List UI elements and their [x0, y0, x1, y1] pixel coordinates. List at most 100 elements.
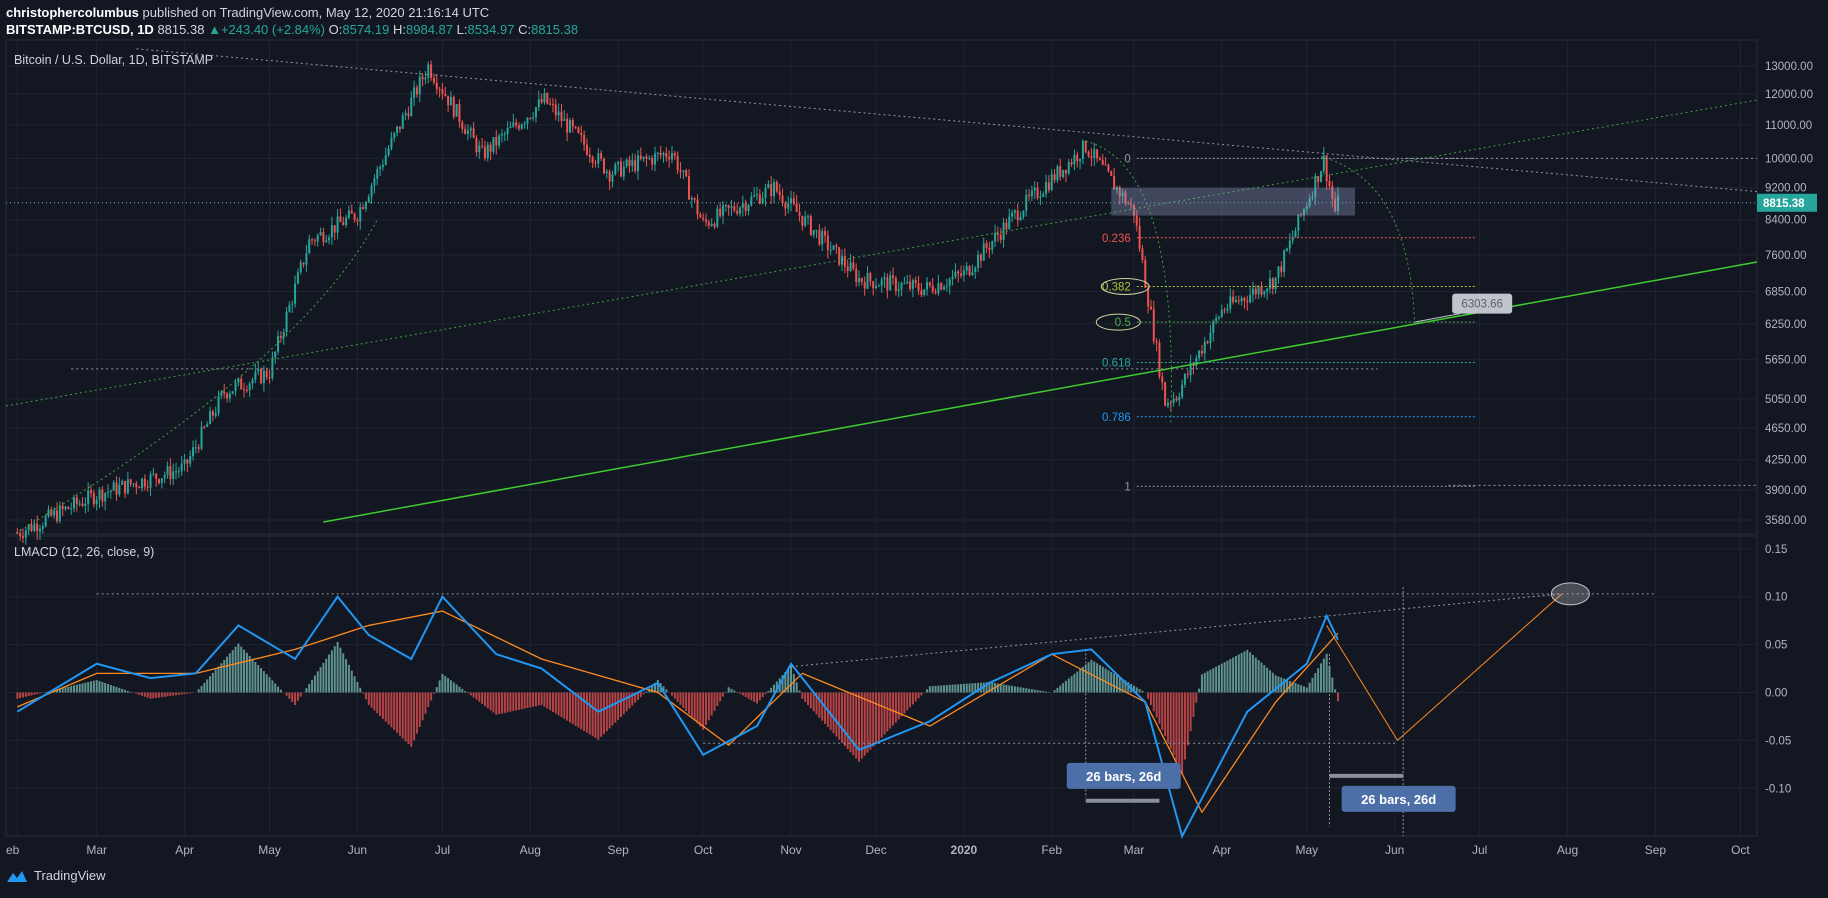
- candle-body: [282, 332, 285, 338]
- candle-body: [1121, 192, 1124, 197]
- y-tick-label: -0.05: [1765, 735, 1791, 747]
- candle-body: [455, 104, 458, 117]
- candle-body: [605, 171, 608, 174]
- candle-body: [1251, 288, 1254, 295]
- brand-label[interactable]: TradingView: [34, 868, 106, 883]
- candle-body: [95, 499, 98, 505]
- arc-right: [1320, 156, 1415, 322]
- candle-body: [146, 486, 149, 488]
- candle-body: [1033, 187, 1036, 191]
- candle-body: [401, 115, 404, 129]
- candle-body: [1294, 230, 1297, 238]
- candle-body: [203, 426, 206, 428]
- candle-body: [1062, 169, 1065, 177]
- candle-body: [1209, 332, 1212, 344]
- candle-body: [577, 127, 580, 133]
- candle-body: [325, 240, 328, 243]
- candle-body: [906, 281, 909, 284]
- candle-body: [551, 104, 554, 106]
- candle-body: [741, 203, 744, 208]
- candle-body: [775, 182, 778, 192]
- candle-body: [70, 508, 73, 510]
- candle-body: [333, 225, 336, 233]
- candle-body: [1263, 291, 1266, 295]
- candle-body: [1087, 151, 1090, 157]
- candle-body: [846, 266, 849, 272]
- candle-body: [1217, 316, 1220, 319]
- candle-body: [1274, 277, 1277, 290]
- candle-body: [53, 510, 56, 516]
- x-tick-label: Oct: [1731, 843, 1750, 857]
- candle-body: [1107, 164, 1110, 172]
- candle-body: [673, 153, 676, 156]
- candle-body: [665, 153, 668, 158]
- candle-body: [948, 279, 951, 286]
- x-tick-label: 2020: [951, 843, 978, 857]
- candle-body: [58, 505, 61, 522]
- candle-body: [1195, 358, 1198, 366]
- candle-body: [87, 490, 90, 504]
- candle-body: [696, 199, 699, 215]
- x-tick-label: Sep: [607, 843, 629, 857]
- candle-body: [1246, 300, 1249, 303]
- candle-body: [313, 240, 316, 242]
- candle-body: [798, 211, 801, 216]
- candle-body: [30, 524, 33, 531]
- candle-body: [211, 411, 214, 416]
- candle-body: [328, 237, 331, 241]
- close-value: 8815.38: [531, 22, 579, 37]
- candle-body: [812, 230, 815, 235]
- candle-body: [1308, 198, 1311, 207]
- candle-body: [580, 132, 583, 136]
- candle-body: [1266, 288, 1269, 292]
- candle-body: [1141, 248, 1144, 261]
- candle-body: [1053, 174, 1056, 181]
- candle-body: [1249, 294, 1252, 303]
- candle-body: [1169, 402, 1172, 404]
- candle-body: [143, 478, 146, 487]
- candle-body: [1243, 298, 1246, 301]
- range-label-box: [1066, 762, 1181, 789]
- candle-body: [47, 509, 50, 517]
- candle-body: [279, 336, 282, 338]
- y-tick-label: 8400.00: [1765, 215, 1807, 227]
- candle-body: [1317, 176, 1320, 182]
- candle-body: [112, 482, 115, 491]
- candle-body: [773, 182, 776, 197]
- candle-body: [1181, 384, 1184, 397]
- candle-body: [39, 528, 42, 532]
- candle-body: [875, 286, 878, 289]
- x-tick-label: Nov: [780, 843, 801, 857]
- candle-body: [588, 154, 591, 158]
- candle-body: [1124, 192, 1127, 204]
- candle-body: [1277, 266, 1280, 278]
- author-name[interactable]: christophercolumbus: [6, 5, 139, 20]
- y-tick-label: 9200.00: [1765, 183, 1807, 195]
- x-tick-label: Jul: [1472, 843, 1487, 857]
- candle-body: [1158, 342, 1161, 377]
- candle-body: [1164, 382, 1167, 406]
- candle-body: [532, 117, 535, 119]
- candle-body: [1130, 203, 1133, 205]
- candle-body: [481, 145, 484, 147]
- candle-body: [628, 159, 631, 166]
- candle-body: [197, 447, 200, 449]
- candle-body: [733, 206, 736, 211]
- candle-body: [863, 281, 866, 289]
- candle-body: [288, 304, 291, 312]
- candle-body: [1113, 175, 1116, 190]
- candle-body: [566, 118, 569, 133]
- candle-body: [710, 223, 713, 226]
- candle-body: [1200, 350, 1203, 354]
- candle-body: [359, 207, 362, 222]
- fib-level-label: 0.5: [1115, 317, 1131, 329]
- candle-body: [537, 99, 540, 108]
- candle-body: [523, 123, 526, 125]
- candle-body: [1104, 164, 1107, 166]
- candle-body: [634, 160, 637, 172]
- fib-level-label: 0.382: [1102, 281, 1131, 293]
- candle-body: [1013, 210, 1016, 213]
- candle-body: [1226, 308, 1229, 311]
- price-pane: [5, 39, 1758, 535]
